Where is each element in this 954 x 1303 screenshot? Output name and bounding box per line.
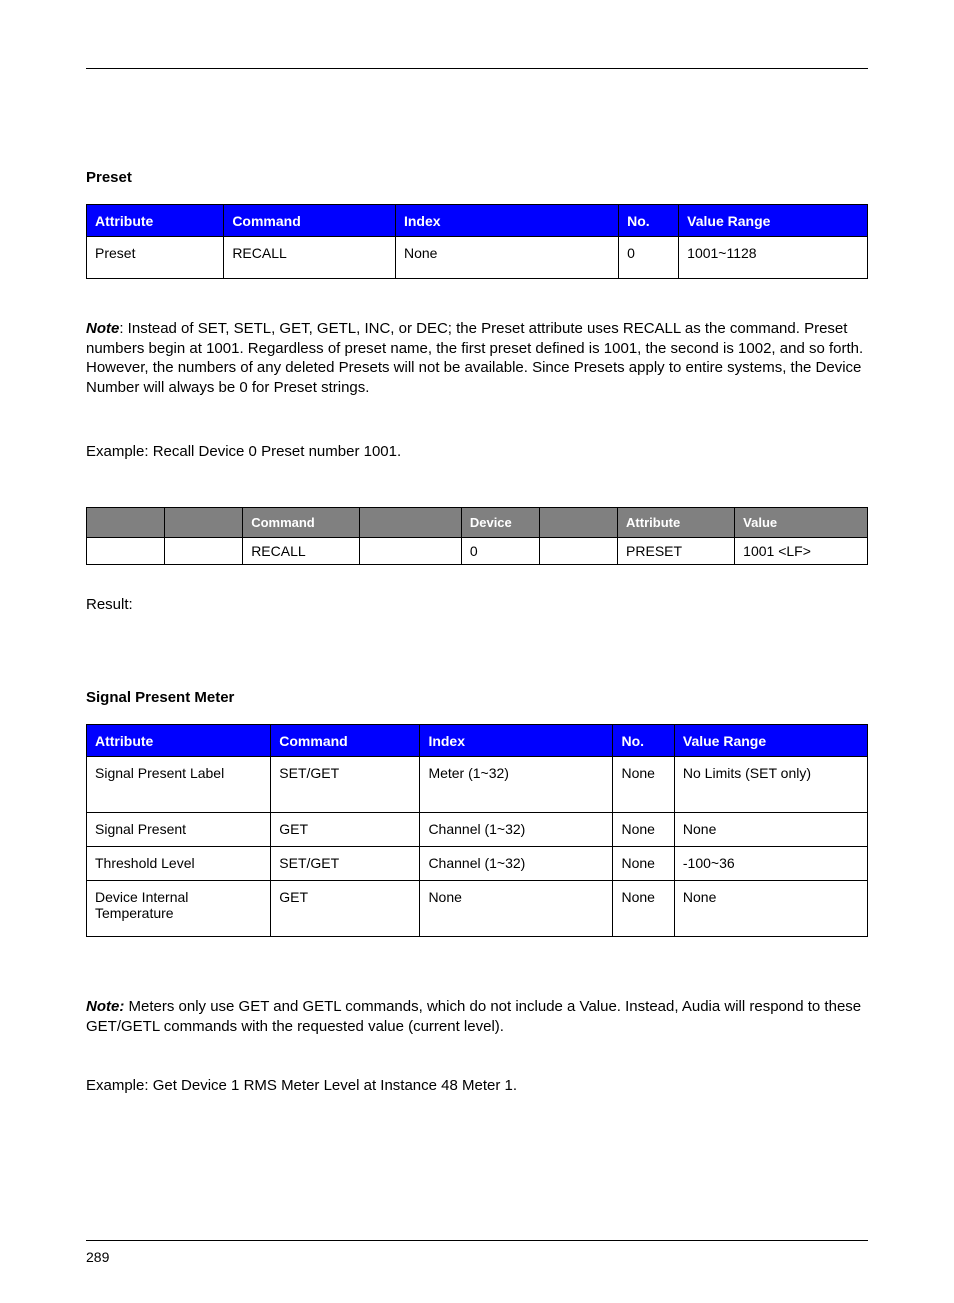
cell: SET/GET	[271, 757, 420, 813]
page-number: 289	[86, 1249, 109, 1265]
col-index: Index	[420, 725, 613, 757]
col-device: Device	[461, 507, 539, 537]
cell: Signal Present Label	[87, 757, 271, 813]
cell: Threshold Level	[87, 847, 271, 881]
cell	[539, 537, 617, 564]
col	[165, 507, 243, 537]
col-attribute: Attribute	[618, 507, 735, 537]
note-label: Note	[86, 320, 119, 337]
cell: None	[613, 847, 674, 881]
table-header-row: Command Device Attribute Value	[87, 507, 868, 537]
col-attribute: Attribute	[87, 205, 224, 237]
table-header-row: Attribute Command Index No. Value Range	[87, 205, 868, 237]
col	[87, 507, 165, 537]
col-value-range: Value Range	[679, 205, 868, 237]
table-row: Threshold Level SET/GET Channel (1~32) N…	[87, 847, 868, 881]
col-index: Index	[395, 205, 618, 237]
table-header-row: Attribute Command Index No. Value Range	[87, 725, 868, 757]
table-row: Signal Present Label SET/GET Meter (1~32…	[87, 757, 868, 813]
cell: 1001 <LF>	[735, 537, 868, 564]
cell: GET	[271, 813, 420, 847]
cell: Preset	[87, 237, 224, 279]
cell: -100~36	[674, 847, 867, 881]
cell: None	[613, 881, 674, 937]
col-attribute: Attribute	[87, 725, 271, 757]
col-value-range: Value Range	[674, 725, 867, 757]
cell: Signal Present	[87, 813, 271, 847]
col	[539, 507, 617, 537]
cell: No Limits (SET only)	[674, 757, 867, 813]
cell: GET	[271, 881, 420, 937]
top-border-rule	[86, 68, 868, 69]
cell: Meter (1~32)	[420, 757, 613, 813]
cell: None	[395, 237, 618, 279]
col-command: Command	[243, 507, 360, 537]
col-no: No.	[619, 205, 679, 237]
bottom-border-rule	[86, 1240, 868, 1241]
cell	[360, 537, 462, 564]
cell: RECALL	[243, 537, 360, 564]
table-row: Preset RECALL None 0 1001~1128	[87, 237, 868, 279]
col-no: No.	[613, 725, 674, 757]
cell: SET/GET	[271, 847, 420, 881]
col-command: Command	[271, 725, 420, 757]
cell: None	[674, 813, 867, 847]
table-row: RECALL 0 PRESET 1001 <LF>	[87, 537, 868, 564]
cell: Device Internal Temperature	[87, 881, 271, 937]
cell: None	[613, 757, 674, 813]
cell: RECALL	[224, 237, 396, 279]
table-row: Signal Present GET Channel (1~32) None N…	[87, 813, 868, 847]
cell: None	[613, 813, 674, 847]
cell	[165, 537, 243, 564]
cell: Channel (1~32)	[420, 813, 613, 847]
cell: 1001~1128	[679, 237, 868, 279]
note-text: Meters only use GET and GETL commands, w…	[86, 998, 861, 1035]
preset-note: Note: Instead of SET, SETL, GET, GETL, I…	[86, 319, 868, 397]
col-command: Command	[224, 205, 396, 237]
cell: Channel (1~32)	[420, 847, 613, 881]
preset-attribute-table: Attribute Command Index No. Value Range …	[86, 204, 868, 279]
signal-meter-attribute-table: Attribute Command Index No. Value Range …	[86, 724, 868, 937]
note-text: : Instead of SET, SETL, GET, GETL, INC, …	[86, 320, 863, 396]
col-value: Value	[735, 507, 868, 537]
preset-example: Example: Recall Device 0 Preset number 1…	[86, 442, 868, 462]
cell: 0	[461, 537, 539, 564]
table-row: Device Internal Temperature GET None Non…	[87, 881, 868, 937]
col	[360, 507, 462, 537]
signal-meter-note: Note: Meters only use GET and GETL comma…	[86, 997, 868, 1036]
cell	[87, 537, 165, 564]
cell: None	[674, 881, 867, 937]
cell: PRESET	[618, 537, 735, 564]
cell: 0	[619, 237, 679, 279]
preset-section-title: Preset	[86, 169, 868, 186]
signal-meter-example: Example: Get Device 1 RMS Meter Level at…	[86, 1076, 868, 1096]
cell: None	[420, 881, 613, 937]
preset-result-label: Result:	[86, 595, 868, 615]
signal-meter-section-title: Signal Present Meter	[86, 689, 868, 706]
note-label: Note:	[86, 998, 124, 1015]
preset-example-table: Command Device Attribute Value RECALL 0 …	[86, 507, 868, 565]
